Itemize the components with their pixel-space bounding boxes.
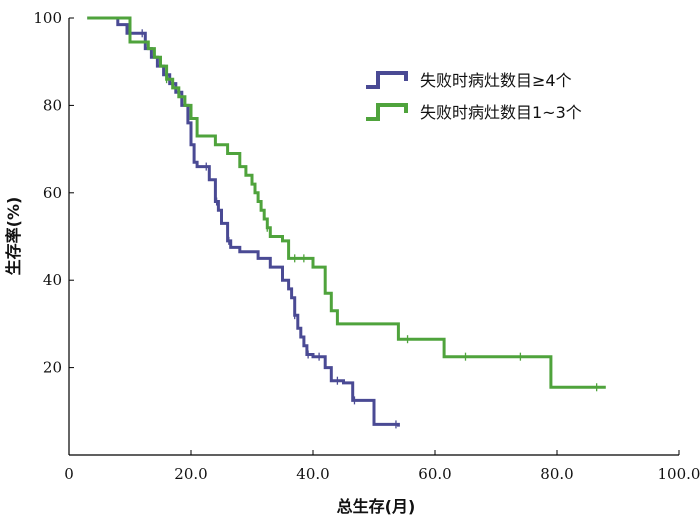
axes: 0 20.0 40.0 60.0 80.0 100.0 20 40 60 80 100	[33, 9, 700, 483]
x-tick-label: 0	[64, 465, 74, 483]
y-tick-label: 20	[43, 359, 62, 377]
series-1-line	[87, 16, 400, 427]
y-tick-label: 60	[43, 184, 62, 202]
x-tick-label: 20.0	[174, 465, 207, 483]
y-tick-label: 40	[43, 271, 62, 289]
x-tick-label: 60.0	[418, 465, 451, 483]
x-tick-label: 40.0	[296, 465, 329, 483]
legend-label-1: 失败时病灶数目≥4个	[420, 71, 572, 90]
legend-swatch-2	[366, 103, 408, 121]
legend-swatch-1	[366, 71, 408, 89]
plot-area	[87, 16, 606, 429]
x-tick-label: 80.0	[540, 465, 573, 483]
y-tick-label: 100	[33, 9, 62, 27]
x-axis-title: 总生存(月)	[337, 497, 416, 516]
y-tick-label: 80	[43, 96, 62, 114]
series-2-line	[87, 16, 606, 389]
x-tick-label: 100.0	[658, 465, 700, 483]
legend-label-2: 失败时病灶数目1~3个	[420, 103, 582, 122]
y-axis-title: 生存率(%)	[4, 197, 23, 276]
